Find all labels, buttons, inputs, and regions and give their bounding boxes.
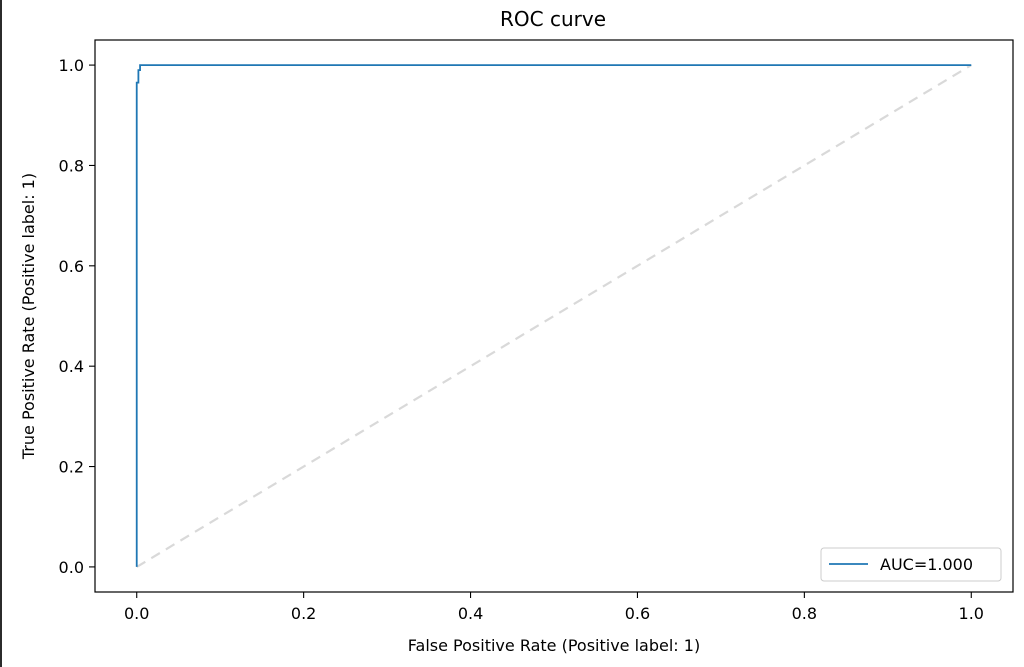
chart-title: ROC curve: [500, 7, 606, 31]
x-tick-label: 1.0: [959, 604, 984, 623]
roc-curve-line: [135, 64, 972, 567]
x-tick-label: 0.4: [458, 604, 483, 623]
plot-area: [135, 64, 972, 568]
y-tick-label: 0.0: [59, 558, 84, 577]
y-tick-label: 1.0: [59, 56, 84, 75]
y-tick-label: 0.8: [59, 156, 84, 175]
axes-frame: [94, 39, 1014, 593]
y-tick-label: 0.4: [59, 357, 84, 376]
x-axis-ticks: 0.0 0.2 0.4 0.6 0.8 1.0: [124, 592, 984, 623]
x-tick-label: 0.2: [291, 604, 316, 623]
chance-reference-line: [136, 64, 972, 568]
legend: AUC=1.000: [820, 547, 1002, 582]
x-tick-label: 0.8: [792, 604, 817, 623]
x-tick-label: 0.0: [124, 604, 149, 623]
y-axis-ticks: 0.0 0.2 0.4 0.6 0.8 1.0: [59, 56, 95, 577]
y-axis-label: True Positive Rate (Positive label: 1): [19, 173, 38, 460]
legend-label: AUC=1.000: [880, 555, 973, 574]
y-tick-label: 0.2: [59, 458, 84, 477]
x-tick-label: 0.6: [625, 604, 650, 623]
x-axis-label: False Positive Rate (Positive label: 1): [408, 636, 700, 655]
y-tick-label: 0.6: [59, 257, 84, 276]
legend-box: [820, 547, 1002, 582]
